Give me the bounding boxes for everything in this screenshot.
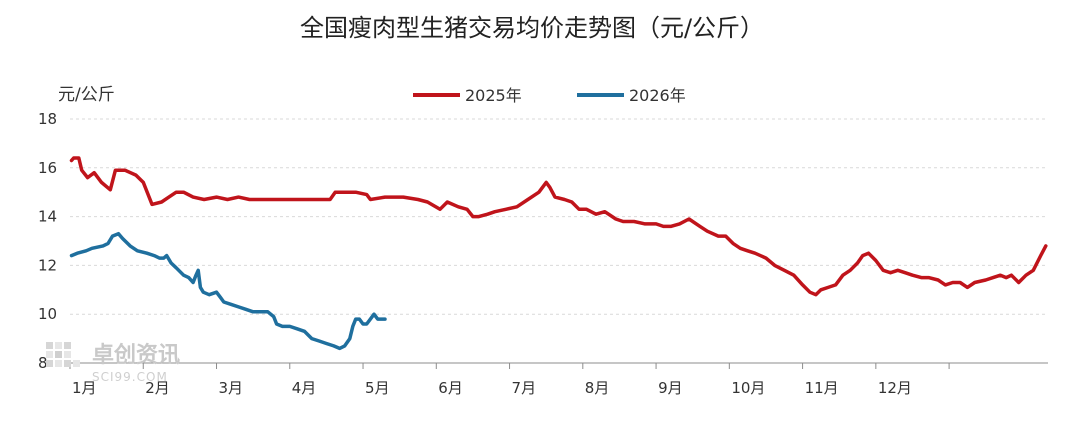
legend-item-2025: 2025年 (413, 86, 522, 105)
legend-label-2026: 2026年 (629, 86, 686, 105)
y-axis-ticks: 8 10 12 14 16 18 (38, 110, 57, 372)
watermark-domain: SCI99.COM (92, 370, 168, 384)
y-tick-label: 16 (38, 159, 57, 177)
y-tick-label: 8 (38, 354, 48, 372)
y-tick-label: 10 (38, 305, 57, 323)
y-axis-unit-label: 元/公斤 (58, 85, 115, 105)
y-tick-label: 18 (38, 110, 57, 128)
x-tick-label: 6月 (438, 379, 463, 397)
x-tick-label: 9月 (658, 379, 683, 397)
legend-item-2026: 2026年 (577, 86, 686, 105)
x-tick-label: 1月 (72, 379, 97, 397)
chart-title: 全国瘦肉型生猪交易均价走势图（元/公斤） (300, 14, 764, 42)
x-tick-label: 12月 (878, 379, 912, 397)
watermark-logo: 卓创资讯 SCI99.COM (46, 342, 180, 384)
series-line-2026年 (69, 231, 387, 351)
x-tick-label: 10月 (731, 379, 765, 397)
x-tick-label: 8月 (585, 379, 610, 397)
x-tick-label: 7月 (512, 379, 537, 397)
legend: 2025年 2026年 (413, 86, 686, 105)
x-axis: 1月 2月 3月 4月 5月 6月 7月 8月 9月 10月 11月 12月 (69, 362, 1048, 397)
y-tick-label: 12 (38, 256, 57, 274)
series-lines (69, 156, 1048, 351)
x-tick-label: 11月 (805, 379, 839, 397)
watermark-text: 卓创资讯 (92, 343, 180, 368)
x-tick-label: 3月 (219, 379, 244, 397)
series-line-2025年 (69, 156, 1048, 297)
x-tick-label: 2月 (145, 379, 170, 397)
x-tick-label: 5月 (365, 379, 390, 397)
gridlines (70, 118, 1048, 315)
watermark-mosaic-icon (46, 342, 80, 367)
x-tick-label: 4月 (292, 379, 317, 397)
legend-label-2025: 2025年 (465, 86, 522, 105)
y-tick-label: 14 (38, 208, 57, 226)
